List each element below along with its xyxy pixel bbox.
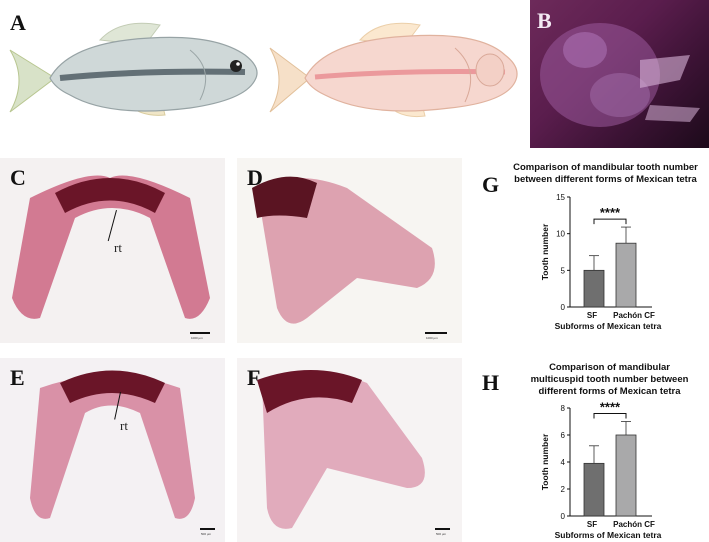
chart-g-title: Comparison of mandibular tooth number be…: [513, 162, 698, 185]
chart-h-bar-1: [615, 434, 637, 517]
surface-fish-illustration: [9, 22, 258, 116]
scale-label-d: 1000 µm: [426, 336, 438, 340]
jaw-photo-d: [237, 158, 462, 343]
panel-label-d: D: [247, 165, 263, 190]
chart-g-significance-label: ****: [600, 205, 621, 220]
rt-label-e: rt: [120, 418, 128, 433]
scale-bar-f: [435, 528, 450, 530]
rt-label-c: rt: [114, 240, 122, 255]
scale-bar-c: [190, 332, 210, 334]
chart-h-xtick-label-0: SF: [587, 520, 597, 529]
chart-h-xlabel: Subforms of Mexican tetra: [555, 530, 662, 540]
panel-label-g: G: [482, 172, 500, 197]
chart-g-ytick-label-3: 15: [556, 193, 565, 202]
jaw-photo-e: [0, 358, 225, 542]
stained-head-photo: [530, 0, 709, 148]
chart-h-ytick-label-1: 2: [561, 485, 566, 494]
panel-label-f: F: [247, 365, 261, 390]
fish-illustrations: [9, 22, 518, 118]
chart-h-ytick-label-3: 6: [561, 431, 566, 440]
chart-g-ylabel: Tooth number: [540, 223, 550, 280]
chart-h-ytick-label-0: 0: [561, 512, 566, 521]
chart-g-xtick-label-0: SF: [587, 311, 597, 320]
panel-label-b: B: [537, 8, 552, 33]
jaw-photo-c: [0, 158, 225, 343]
chart-h-title: Comparison of mandibular multicuspid too…: [530, 362, 689, 397]
panel-label-e: E: [10, 365, 25, 390]
chart-g-ytick-label-2: 10: [556, 230, 565, 239]
chart-h-ytick-label-4: 8: [561, 404, 566, 413]
jaw-photo-f: [237, 358, 462, 542]
chart-g-xlabel: Subforms of Mexican tetra: [555, 321, 662, 331]
panel-label-a: A: [10, 10, 26, 35]
scale-bar-d: [425, 332, 447, 334]
chart-g: 0 5 10 15 SF Pachón CF **** Tooth number Subform…: [540, 193, 662, 331]
panel-label-c: C: [10, 165, 26, 190]
chart-g-bar-1: [615, 242, 637, 308]
chart-g-ytick-label-0: 0: [561, 303, 566, 312]
chart-h-significance-bracket: [593, 413, 627, 419]
chart-h-bar-0: [583, 462, 605, 517]
chart-g-bar-0: [583, 269, 605, 308]
panel-label-h: H: [482, 370, 500, 395]
scale-label-c: 1000 µm: [191, 336, 203, 340]
chart-g-significance-bracket: [593, 218, 627, 225]
scale-label-e: 500 µm: [201, 532, 212, 536]
cavefish-illustration: [269, 22, 518, 118]
chart-g-xtick-label-1: Pachón CF: [613, 311, 655, 320]
chart-h: 0 2 4 6 8 SF Pachón CF **** Tooth number Subforms…: [540, 400, 662, 541]
chart-g-ytick-label-1: 5: [561, 266, 566, 275]
scale-label-f: 500 µm: [436, 532, 447, 536]
chart-h-xtick-label-1: Pachón CF: [613, 520, 655, 529]
chart-h-ytick-label-2: 4: [561, 458, 566, 467]
chart-h-ylabel: Tooth number: [540, 433, 550, 490]
scale-bar-e: [200, 528, 215, 530]
chart-h-significance-label: ****: [600, 400, 621, 415]
